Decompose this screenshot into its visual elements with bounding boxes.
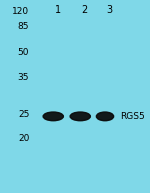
Ellipse shape	[70, 112, 90, 121]
Text: 120: 120	[12, 8, 29, 16]
Ellipse shape	[96, 112, 114, 121]
Text: 50: 50	[18, 48, 29, 57]
Text: 1: 1	[55, 5, 61, 15]
Text: 35: 35	[18, 73, 29, 82]
Text: 20: 20	[18, 135, 29, 143]
Ellipse shape	[43, 112, 63, 121]
Text: 25: 25	[18, 110, 29, 119]
Text: 2: 2	[82, 5, 88, 15]
Text: RGS5: RGS5	[120, 112, 145, 121]
Text: 85: 85	[18, 22, 29, 31]
Text: 3: 3	[106, 5, 112, 15]
